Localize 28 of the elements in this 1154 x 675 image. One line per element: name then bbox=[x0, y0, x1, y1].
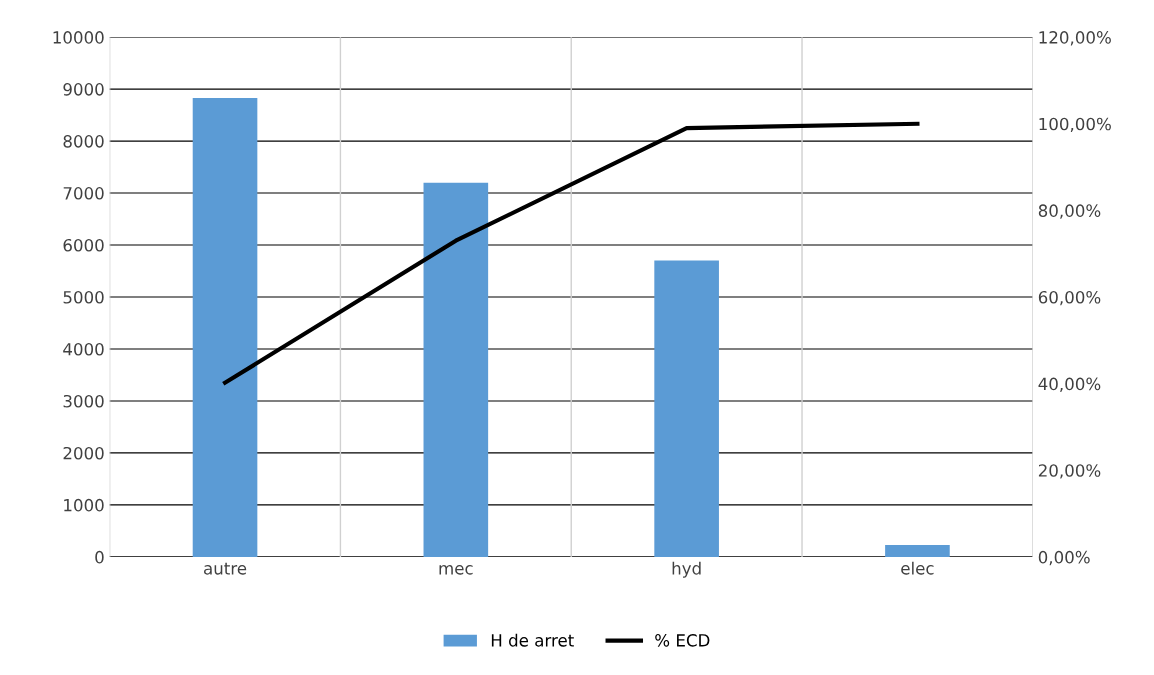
x-tick-label: elec bbox=[901, 561, 934, 575]
x-tick-label: mec bbox=[439, 565, 473, 575]
y-tick-label: 0 bbox=[95, 550, 104, 564]
y2-tick-label: 40,00% bbox=[1038, 377, 1101, 392]
legend-label: H de arret bbox=[491, 633, 574, 647]
y-tick-label: 2000 bbox=[63, 446, 104, 460]
y-tick-label: 8000 bbox=[63, 135, 104, 148]
y-tick-label: 1000 bbox=[64, 498, 104, 512]
y-tick-label: 5000 bbox=[63, 290, 104, 304]
x-tick-label: hyd bbox=[672, 561, 701, 578]
bar bbox=[192, 97, 258, 557]
y-tick-label: 6000 bbox=[63, 238, 104, 252]
y2-tick-label: 100,00% bbox=[1039, 117, 1111, 133]
y2-tick-label: 120,00% bbox=[1039, 31, 1111, 46]
y2-tick-label: 20,00% bbox=[1038, 464, 1101, 479]
y-tick-label: 9000 bbox=[63, 83, 104, 96]
y-tick-label: 10000 bbox=[53, 31, 104, 44]
bar bbox=[885, 544, 950, 557]
y2-tick-label: 0,00% bbox=[1038, 550, 1090, 566]
x-tick-label: autre bbox=[204, 562, 247, 575]
y-tick-label: 4000 bbox=[63, 342, 104, 356]
bar bbox=[654, 260, 719, 557]
y-tick-label: 7000 bbox=[63, 187, 104, 200]
legend-label: % ECD bbox=[655, 634, 710, 647]
y2-tick-label: 60,00% bbox=[1038, 290, 1101, 306]
bar bbox=[423, 182, 489, 557]
y-tick-label: 3000 bbox=[63, 394, 104, 408]
y2-tick-label: 80,00% bbox=[1038, 204, 1101, 219]
